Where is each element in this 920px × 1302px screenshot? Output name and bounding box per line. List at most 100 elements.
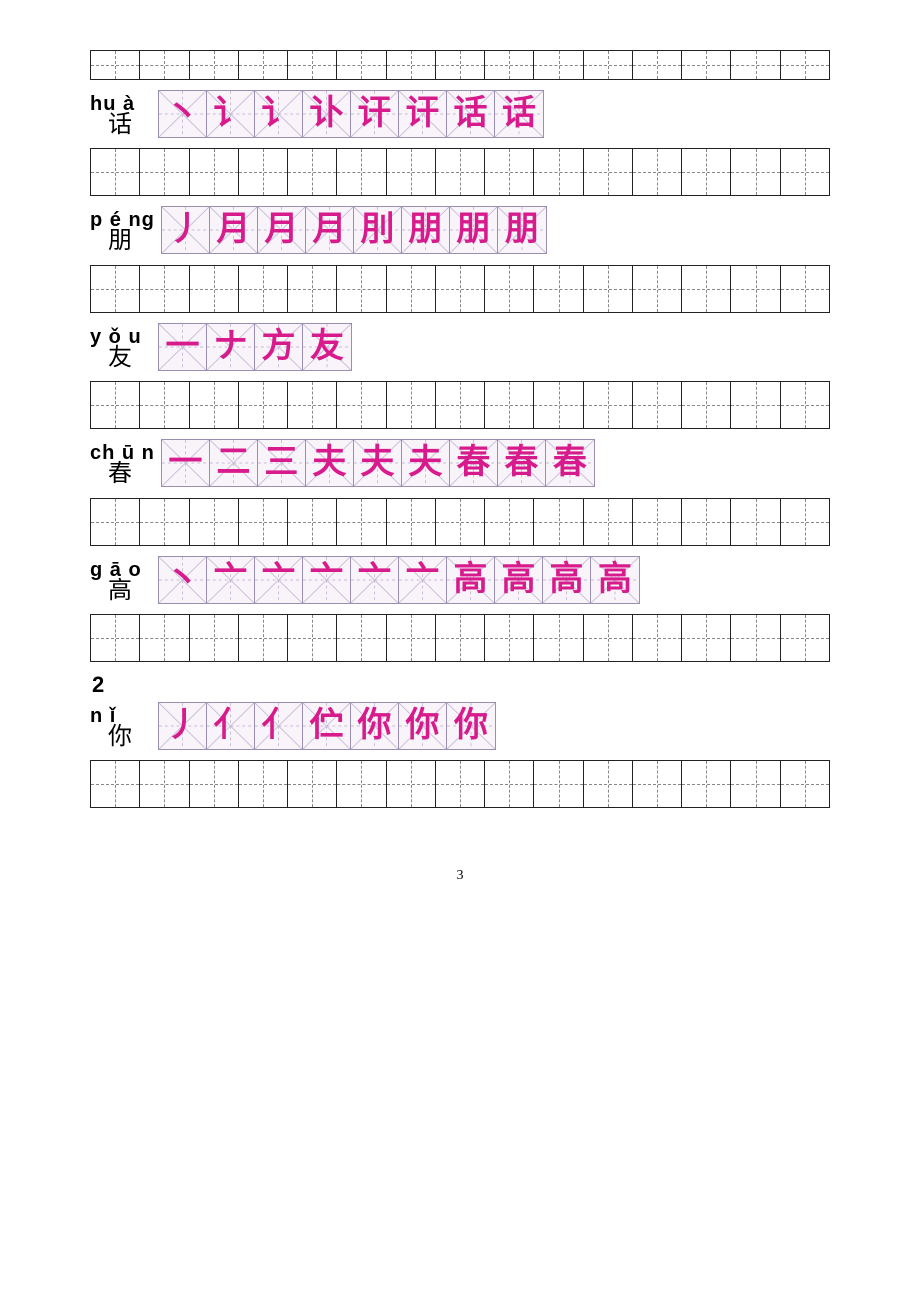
pinyin-label: n ǐ	[90, 706, 116, 726]
stroke-cell: 刖	[354, 207, 402, 253]
practice-cell	[239, 149, 288, 195]
stroke-glyph: 方	[262, 330, 296, 364]
stroke-glyph: 伫	[310, 709, 344, 743]
practice-cell	[781, 149, 829, 195]
stroke-order-row: 一 ナ 方 友	[158, 323, 352, 371]
practice-cell	[485, 499, 534, 545]
char-label: y ǒ u 友	[90, 323, 152, 371]
practice-cell	[387, 266, 436, 312]
stroke-cell: 二	[210, 440, 258, 486]
char-block-chun: ch ū n 春 一 二 三 夫 夫 夫 春 春 春	[90, 439, 830, 487]
practice-cell	[436, 149, 485, 195]
practice-cell	[387, 761, 436, 807]
stroke-cell: 话	[447, 91, 495, 137]
practice-cell	[731, 382, 780, 428]
pinyin-label: g ā o	[90, 560, 142, 580]
practice-cell	[584, 499, 633, 545]
practice-cell	[584, 51, 633, 79]
practice-cell	[239, 382, 288, 428]
practice-cell	[436, 761, 485, 807]
stroke-glyph: 亠	[214, 563, 248, 597]
practice-cell	[584, 382, 633, 428]
practice-cell	[190, 382, 239, 428]
practice-cell	[337, 761, 386, 807]
stroke-cell: 朋	[402, 207, 450, 253]
practice-cell	[731, 149, 780, 195]
stroke-cell: 亠	[207, 557, 255, 603]
char-block-peng: p é ng 朋 丿 月 月 月 刖 朋 朋 朋	[90, 206, 830, 254]
stroke-glyph: 丿	[166, 709, 200, 743]
practice-cell	[387, 382, 436, 428]
practice-cell	[682, 499, 731, 545]
practice-cell	[140, 761, 189, 807]
practice-cell	[91, 382, 140, 428]
stroke-glyph: 你	[454, 709, 488, 743]
practice-cell	[239, 615, 288, 661]
practice-cell	[140, 615, 189, 661]
practice-cell	[731, 51, 780, 79]
stroke-cell: 高	[447, 557, 495, 603]
practice-cell	[91, 615, 140, 661]
practice-cell	[781, 51, 829, 79]
practice-cell	[633, 615, 682, 661]
practice-cell	[633, 382, 682, 428]
practice-cell	[190, 499, 239, 545]
practice-cell	[633, 51, 682, 79]
stroke-cell: 一	[159, 324, 207, 370]
stroke-glyph: 月	[264, 213, 298, 247]
practice-cell	[337, 266, 386, 312]
stroke-glyph: 丶	[166, 97, 200, 131]
stroke-glyph: 讦	[406, 97, 440, 131]
stroke-cell: 亠	[399, 557, 447, 603]
stroke-glyph: 亠	[262, 563, 296, 597]
stroke-glyph: 高	[502, 563, 536, 597]
practice-cell	[190, 615, 239, 661]
practice-cell	[731, 761, 780, 807]
practice-cell	[387, 149, 436, 195]
stroke-order-row: 丶 亠 亠 亠 亠 亠 高 高 高 高	[158, 556, 640, 604]
stroke-cell: 春	[546, 440, 594, 486]
char-block-hua: hu à 话 丶 讠 讠 讣 讦 讦 话 话	[90, 90, 830, 138]
stroke-glyph: 丶	[166, 563, 200, 597]
practice-cell	[781, 615, 829, 661]
char-block-you: y ǒ u 友 一 ナ 方 友	[90, 323, 830, 371]
practice-cell	[91, 51, 140, 79]
stroke-glyph: 夫	[312, 446, 346, 480]
stroke-cell: 你	[399, 703, 447, 749]
hanzi-label: 话	[108, 112, 132, 138]
stroke-glyph: 你	[358, 709, 392, 743]
char-label: g ā o 高	[90, 556, 152, 604]
practice-cell	[731, 499, 780, 545]
stroke-cell: 讦	[399, 91, 447, 137]
practice-cell	[485, 149, 534, 195]
hanzi-label: 朋	[108, 228, 132, 254]
practice-cell	[781, 499, 829, 545]
stroke-cell: 伫	[303, 703, 351, 749]
practice-row	[90, 381, 830, 429]
stroke-glyph: 讠	[214, 97, 248, 131]
practice-cell	[682, 266, 731, 312]
practice-cell	[387, 499, 436, 545]
stroke-cell: 春	[450, 440, 498, 486]
stroke-cell: 友	[303, 324, 351, 370]
stroke-glyph: 讠	[262, 97, 296, 131]
practice-cell	[584, 615, 633, 661]
practice-row	[90, 760, 830, 808]
practice-cell	[682, 761, 731, 807]
stroke-glyph: 亠	[406, 563, 440, 597]
stroke-cell: 夫	[354, 440, 402, 486]
stroke-cell: 你	[351, 703, 399, 749]
stroke-cell: 月	[258, 207, 306, 253]
stroke-glyph: 夫	[360, 446, 394, 480]
stroke-cell: 亻	[207, 703, 255, 749]
stroke-glyph: 你	[406, 709, 440, 743]
practice-cell	[485, 51, 534, 79]
pinyin-label: y ǒ u	[90, 327, 142, 347]
stroke-cell: 丶	[159, 557, 207, 603]
practice-cell	[337, 615, 386, 661]
practice-row	[90, 265, 830, 313]
practice-cell	[239, 761, 288, 807]
practice-cell	[288, 149, 337, 195]
practice-cell	[682, 149, 731, 195]
char-label: hu à 话	[90, 90, 152, 138]
